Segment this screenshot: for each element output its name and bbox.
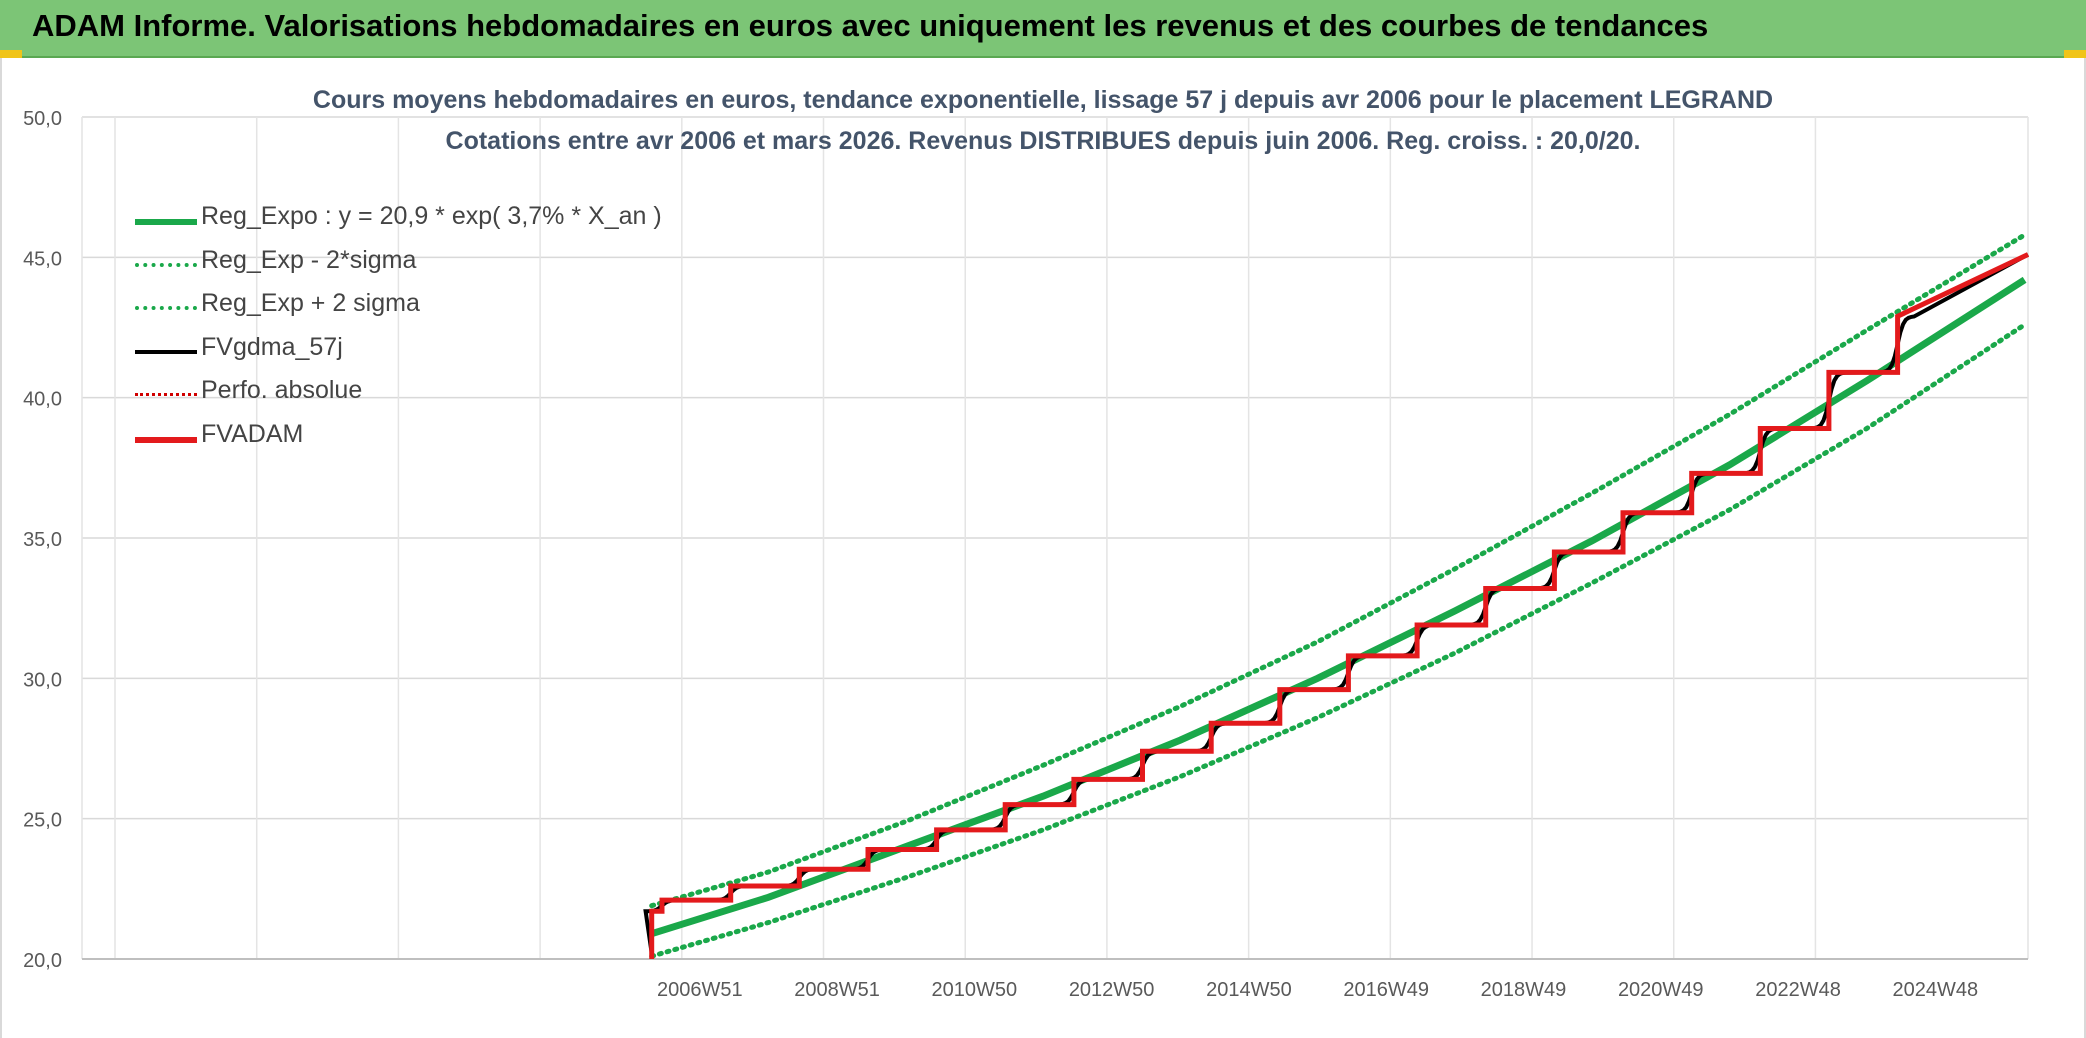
series-line-fvadam [649,252,2030,959]
y-tick-label: 35,0 [23,529,62,551]
x-tick-label: 2020W49 [1618,979,1704,1001]
chart-plot: 20,0 25,0 30,0 35,0 40,0 45,0 50,0 2006W51 2008W… [23,108,2030,1001]
legend-label: FVADAM [201,419,304,448]
x-tick-label: 2016W49 [1343,979,1429,1001]
series-line-reg-expo [650,276,2027,938]
y-tick-label: 25,0 [23,810,62,832]
legend-swatch-reg-exp-minus [135,262,197,267]
y-tick-label: 40,0 [23,389,62,411]
legend-swatch-reg-expo [135,219,197,225]
corner-mark-right [2064,50,2086,58]
corner-mark-left [0,50,22,58]
y-tick-label: 20,0 [23,950,62,972]
legend-label: Reg_Expo : y = 20,9 * exp( 3,7% * X_an ) [201,202,662,230]
chart-subtitle: Cotations entre avr 2006 et mars 2026. R… [445,127,1641,155]
y-tick-label: 50,0 [23,108,62,130]
x-tick-label: 2006W51 [657,979,743,1001]
report-banner: ADAM Informe. Valorisations hebdomadaire… [0,0,2086,58]
y-tick-label: 45,0 [23,248,62,270]
x-tick-label: 2022W48 [1755,979,1841,1001]
chart-area: 20,0 25,0 30,0 35,0 40,0 45,0 50,0 2006W51 2008W… [0,58,2086,1038]
series-line-reg-exp-plus [649,232,2028,909]
legend-label: Perfo. absolue [201,376,363,404]
legend-label: Reg_Exp + 2 sigma [201,289,420,317]
legend-swatch-fvgdma [135,349,197,354]
x-tick-label: 2018W49 [1481,979,1567,1001]
x-tick-label: 2010W50 [932,979,1018,1001]
legend-swatch-fvadam [135,436,197,443]
x-tick-label: 2024W48 [1893,979,1979,1001]
x-tick-label: 2008W51 [794,979,880,1001]
x-tick-label: 2014W50 [1206,979,1292,1001]
legend-label: Reg_Exp - 2*sigma [201,245,417,274]
legend-swatch-reg-exp-plus [135,306,197,310]
legend-label: FVgdma_57j [201,332,343,361]
legend-swatch-perfo-absolue [135,393,197,396]
chart-title: Cours moyens hebdomadaires en euros, ten… [312,86,1774,114]
series-line-reg-exp-minus [649,322,2028,959]
x-tick-label: 2012W50 [1069,979,1155,1001]
report-title: ADAM Informe. Valorisations hebdomadaire… [32,8,1709,43]
y-tick-label: 30,0 [23,669,62,691]
